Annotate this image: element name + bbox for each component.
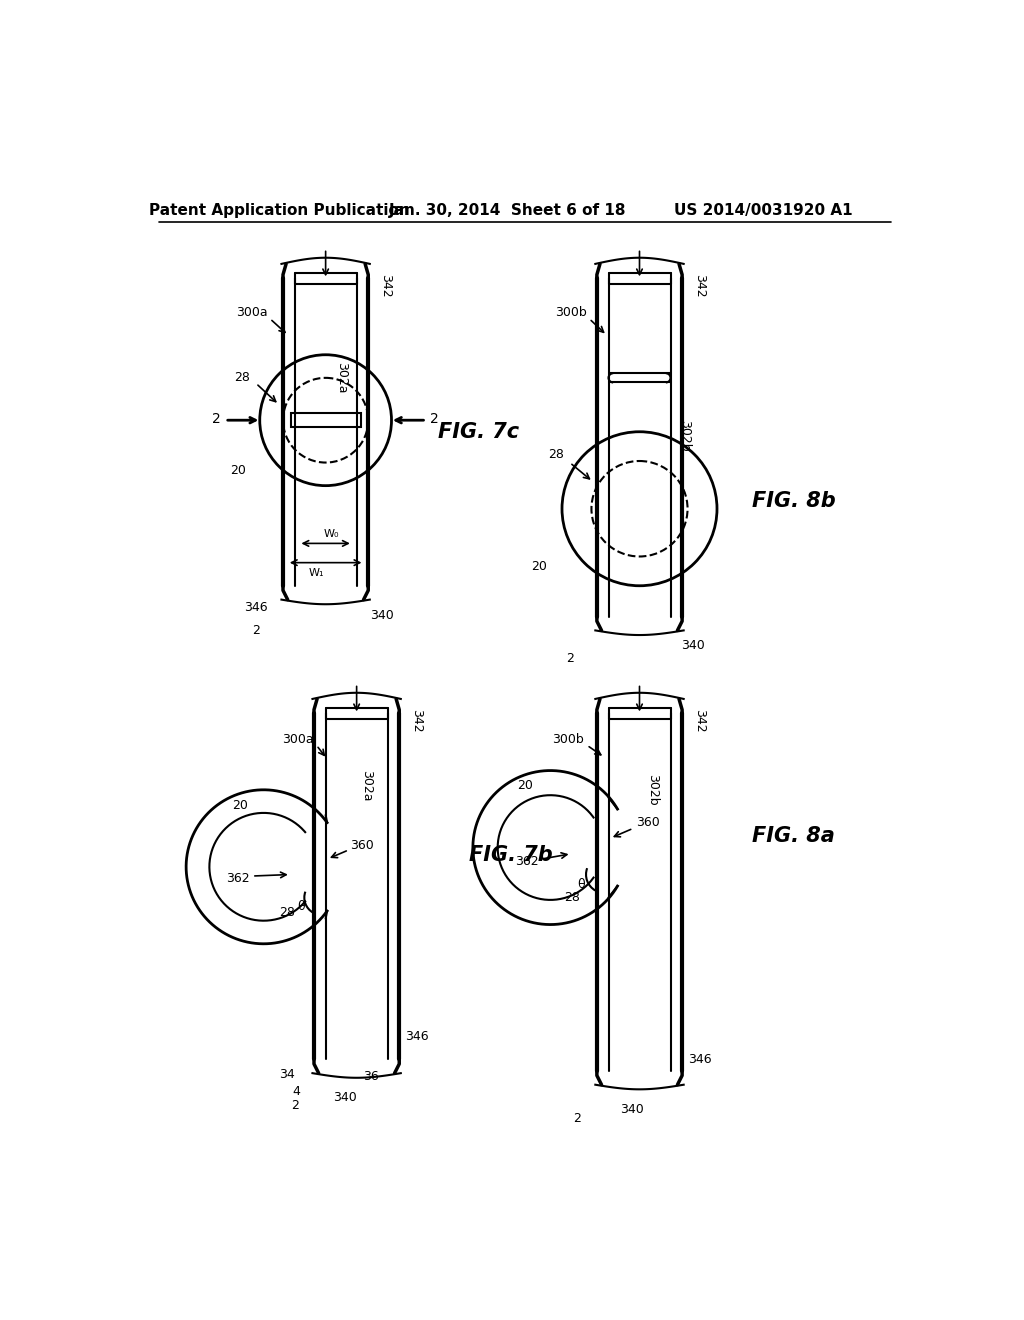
Text: 342: 342 — [692, 273, 706, 297]
Text: 300a: 300a — [236, 306, 267, 319]
Text: 362: 362 — [226, 871, 250, 884]
Text: 2: 2 — [565, 652, 573, 665]
Text: θ: θ — [297, 900, 304, 913]
Text: 28: 28 — [549, 449, 564, 462]
Text: 340: 340 — [681, 639, 706, 652]
Text: 342: 342 — [410, 709, 423, 733]
Text: 362: 362 — [515, 855, 539, 869]
Text: 2: 2 — [291, 1100, 299, 1111]
Text: 2: 2 — [430, 412, 439, 425]
Bar — [291, 413, 360, 428]
Text: FIG. 7c: FIG. 7c — [438, 422, 519, 442]
Text: 340: 340 — [333, 1092, 357, 1105]
Text: 302a: 302a — [360, 770, 374, 801]
Text: 300b: 300b — [552, 733, 584, 746]
Text: 342: 342 — [692, 709, 706, 733]
Text: Patent Application Publication: Patent Application Publication — [148, 203, 410, 218]
Text: FIG. 7b: FIG. 7b — [469, 845, 553, 865]
Text: 340: 340 — [371, 609, 394, 622]
Text: W₁: W₁ — [308, 569, 324, 578]
Text: FIG. 8a: FIG. 8a — [752, 826, 835, 846]
Text: Jan. 30, 2014  Sheet 6 of 18: Jan. 30, 2014 Sheet 6 of 18 — [389, 203, 627, 218]
Text: 4: 4 — [292, 1085, 300, 1098]
Text: 36: 36 — [362, 1069, 379, 1082]
Text: 20: 20 — [530, 560, 547, 573]
Text: 300b: 300b — [555, 306, 587, 319]
Text: 346: 346 — [688, 1053, 712, 1065]
Text: 28: 28 — [564, 891, 580, 904]
Text: 302a: 302a — [335, 362, 348, 393]
Text: 34: 34 — [279, 1068, 295, 1081]
Text: 28: 28 — [234, 371, 251, 384]
Text: 20: 20 — [232, 799, 248, 812]
Text: US 2014/0031920 A1: US 2014/0031920 A1 — [674, 203, 853, 218]
Text: 20: 20 — [230, 463, 246, 477]
Text: θ: θ — [578, 878, 585, 891]
Text: 360: 360 — [636, 816, 659, 829]
Text: 360: 360 — [350, 838, 374, 851]
Text: 342: 342 — [379, 273, 392, 297]
Text: 2: 2 — [252, 624, 260, 638]
Text: 2: 2 — [573, 1111, 582, 1125]
Text: 346: 346 — [406, 1030, 429, 1043]
Text: 300a: 300a — [283, 733, 314, 746]
Text: 2: 2 — [212, 412, 221, 425]
Text: W₀: W₀ — [324, 529, 340, 539]
Text: FIG. 8b: FIG. 8b — [752, 491, 836, 511]
Text: 302b: 302b — [646, 774, 658, 805]
Text: 346: 346 — [244, 601, 267, 614]
Text: 20: 20 — [517, 779, 534, 792]
Text: 28: 28 — [279, 907, 295, 920]
Text: 302b: 302b — [678, 420, 691, 451]
Text: 340: 340 — [620, 1102, 644, 1115]
